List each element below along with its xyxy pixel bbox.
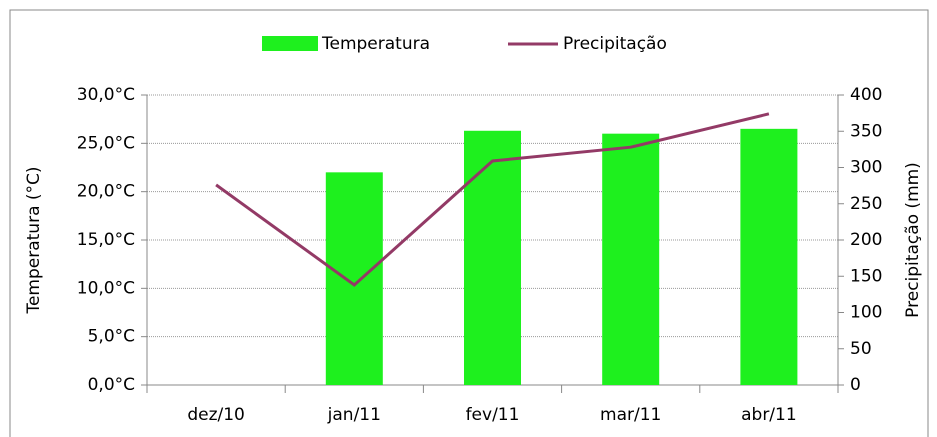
y2-axis-label: Precipitação (mm) bbox=[903, 162, 923, 318]
legend-label: Precipitação bbox=[563, 34, 667, 54]
legend-label: Temperatura bbox=[321, 34, 430, 54]
bar bbox=[740, 128, 798, 386]
line bbox=[215, 112, 770, 287]
y2-tick-label: 400 bbox=[850, 85, 882, 105]
y2-tick-label: 350 bbox=[850, 121, 882, 141]
bar bbox=[325, 172, 383, 385]
y2-tick-label: 250 bbox=[850, 194, 882, 214]
y-tick-label: 10,0°C bbox=[77, 278, 135, 298]
y-tick-label: 15,0°C bbox=[77, 230, 135, 250]
bar bbox=[464, 130, 521, 385]
x-tick-label: mar/11 bbox=[600, 405, 661, 425]
y2-tick-label: 300 bbox=[850, 158, 882, 178]
x-tick-label: fev/11 bbox=[466, 405, 520, 425]
x-tick-label: abr/11 bbox=[741, 405, 797, 425]
y2-tick-label: 200 bbox=[850, 230, 882, 250]
y-tick-label: 0,0°C bbox=[88, 375, 135, 395]
y-tick-label: 25,0°C bbox=[77, 133, 135, 153]
bar bbox=[602, 133, 660, 385]
y-tick-label: 30,0°C bbox=[77, 85, 135, 105]
x-tick-label: dez/10 bbox=[187, 405, 245, 425]
y2-tick-label: 150 bbox=[850, 266, 882, 286]
y-tick-label: 5,0°C bbox=[88, 327, 135, 347]
y2-tick-label: 100 bbox=[850, 303, 882, 323]
legend-swatch bbox=[262, 36, 318, 51]
y-axis-label: Temperatura (°C) bbox=[24, 166, 44, 314]
y-tick-label: 20,0°C bbox=[77, 182, 135, 202]
x-tick-label: jan/11 bbox=[327, 405, 381, 425]
y2-tick-label: 50 bbox=[850, 339, 872, 359]
y2-tick-label: 0 bbox=[850, 375, 861, 395]
